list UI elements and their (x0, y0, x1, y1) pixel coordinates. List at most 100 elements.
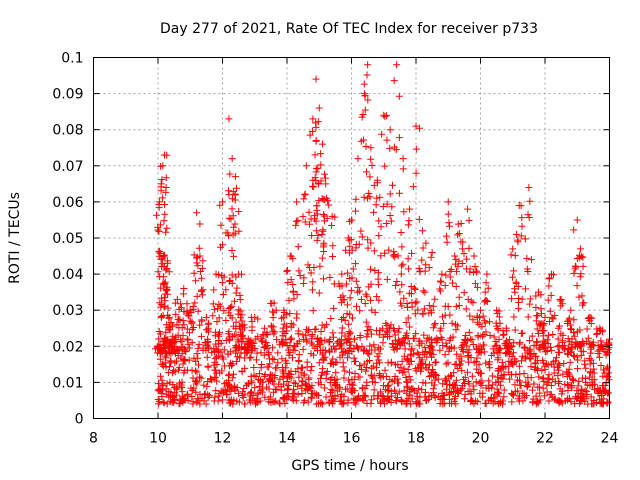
data-point (547, 291, 555, 299)
data-point (437, 277, 445, 285)
data-point (310, 264, 318, 272)
data-point (195, 340, 203, 348)
data-point (329, 253, 337, 261)
data-point-band (184, 390, 192, 398)
data-point-band (414, 364, 422, 372)
data-point (452, 320, 460, 328)
data-point (346, 344, 354, 352)
data-point (299, 331, 307, 339)
data-point-band (295, 373, 303, 381)
data-point-band (475, 361, 483, 369)
data-point-band (472, 397, 480, 405)
data-point (486, 318, 494, 326)
data-point-band (499, 375, 507, 383)
data-point-band (340, 374, 348, 382)
data-point-band (190, 354, 198, 362)
data-point (364, 349, 372, 357)
data-point (404, 221, 412, 229)
data-point (349, 265, 357, 273)
data-point (526, 295, 534, 303)
data-point (554, 324, 562, 332)
data-point-band (356, 373, 364, 381)
data-point-band (210, 361, 218, 369)
data-point-band (171, 359, 179, 367)
data-point (239, 334, 247, 342)
data-point (395, 92, 403, 100)
data-point-band (442, 360, 450, 368)
data-point (575, 293, 583, 301)
data-point (511, 252, 519, 260)
data-point (248, 326, 256, 334)
data-point (550, 271, 558, 279)
data-point-band (196, 373, 204, 381)
data-point (379, 203, 387, 211)
data-point-band (555, 397, 563, 405)
data-point (158, 194, 166, 202)
data-point (329, 333, 337, 341)
data-point (383, 275, 391, 283)
data-point (162, 174, 170, 182)
data-point (338, 324, 346, 332)
data-point (314, 118, 322, 126)
data-point (162, 228, 170, 236)
data-point-band (292, 397, 300, 405)
data-point (361, 106, 369, 114)
data-point-band (395, 379, 403, 387)
data-point (352, 195, 360, 203)
data-point (225, 214, 233, 222)
data-point-band (368, 364, 376, 372)
data-point (326, 347, 334, 355)
data-point-band (307, 393, 315, 401)
data-point (390, 346, 398, 354)
data-point-band (350, 335, 358, 343)
data-point (407, 282, 415, 290)
data-point (348, 246, 356, 254)
data-point-band (601, 369, 609, 377)
data-point (322, 194, 330, 202)
data-point (236, 296, 244, 304)
data-point-peak (386, 126, 394, 134)
data-point (383, 136, 391, 144)
data-point-band (509, 390, 517, 398)
data-point (545, 274, 553, 282)
data-point-band (581, 387, 589, 395)
data-point (466, 312, 474, 320)
data-point (533, 312, 541, 320)
data-point-band (405, 360, 413, 368)
data-point (374, 269, 382, 277)
data-point (305, 208, 313, 216)
data-point (416, 124, 424, 132)
data-point-band (533, 338, 541, 346)
data-point-band (564, 369, 572, 377)
y-tick-label: 0.01 (52, 375, 83, 391)
data-point-peak (444, 198, 452, 206)
data-point-band (356, 334, 364, 342)
data-point (525, 214, 533, 222)
data-point-band (401, 345, 409, 353)
data-point-band (569, 376, 577, 384)
data-point-peak (428, 248, 436, 256)
data-point (577, 340, 585, 348)
data-point-peak (367, 144, 375, 152)
data-point (584, 315, 592, 323)
data-point-band (397, 363, 405, 371)
data-point-band (516, 370, 524, 378)
data-point (287, 276, 295, 284)
data-point-band (498, 358, 506, 366)
data-point (220, 307, 228, 315)
data-point-band (387, 387, 395, 395)
data-point (234, 336, 242, 344)
data-point (385, 246, 393, 254)
data-point (295, 267, 303, 275)
data-point (312, 137, 320, 145)
data-point-band (328, 400, 336, 408)
data-point-band (303, 336, 311, 344)
data-point (299, 213, 307, 221)
data-point (446, 222, 454, 230)
data-point (308, 286, 316, 294)
data-point (540, 327, 548, 335)
data-point-band (586, 369, 594, 377)
data-point-peak (483, 270, 491, 278)
data-point (395, 189, 403, 197)
data-point-band (546, 343, 554, 351)
